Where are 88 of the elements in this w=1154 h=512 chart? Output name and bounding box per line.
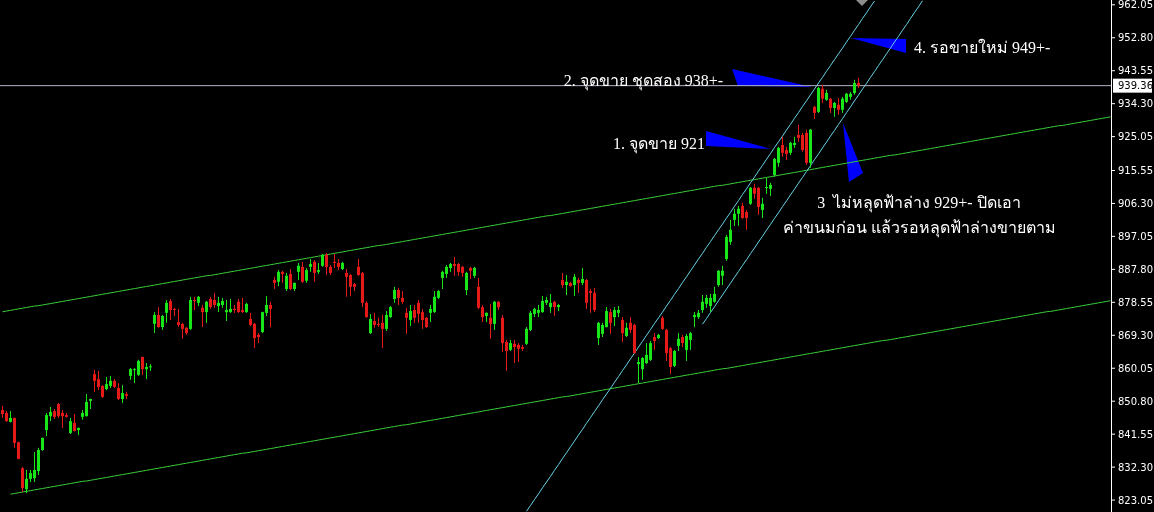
- candlestick: [301, 261, 304, 284]
- y-tick-label: 962.05: [1118, 0, 1153, 11]
- candlestick: [269, 301, 272, 328]
- candlestick: [549, 293, 552, 314]
- candlestick: [781, 136, 784, 158]
- candlestick: [613, 306, 616, 327]
- candlestick: [565, 274, 568, 296]
- candlestick: [153, 311, 156, 334]
- candlestick: [685, 333, 688, 362]
- y-tick-label: 915.55: [1118, 164, 1153, 176]
- annotation: 2. จุดขาย ชุดสอง 938+-: [563, 71, 723, 91]
- candlestick: [33, 451, 36, 483]
- candlestick: [201, 304, 204, 328]
- candlestick: [737, 205, 740, 227]
- y-tick-label: 906.30: [1118, 197, 1153, 209]
- candlestick: [761, 197, 764, 219]
- candlestick: [745, 209, 748, 231]
- candlestick: [757, 186, 760, 216]
- y-tick-label: 925.05: [1118, 131, 1153, 143]
- candlestick: [585, 278, 588, 310]
- candlestick: [85, 393, 88, 418]
- candlestick: [433, 290, 436, 314]
- candlestick: [637, 356, 640, 384]
- y-tick-label: 832.30: [1118, 461, 1153, 473]
- y-tick-label: 887.80: [1118, 263, 1153, 275]
- y-tick-label: 869.30: [1118, 329, 1153, 341]
- candlestick: [621, 316, 624, 343]
- candlestick: [405, 307, 408, 335]
- candlestick: [573, 273, 576, 297]
- candlestick: [593, 287, 596, 313]
- candlestick: [489, 303, 492, 340]
- y-tick-label: 934.30: [1118, 98, 1153, 110]
- candlestick: [165, 299, 168, 324]
- y-tick-label: 823.05: [1118, 494, 1153, 506]
- candlestick: [349, 273, 352, 297]
- annotation: 1. จุดขาย 921: [613, 134, 705, 154]
- y-tick-label: 841.55: [1118, 428, 1153, 440]
- candlestick: [721, 265, 724, 286]
- candlestick: [609, 308, 612, 335]
- line-series: [10, 300, 1111, 495]
- candlestick: [37, 447, 40, 476]
- candlestick: [817, 86, 820, 114]
- candlestick: [253, 322, 256, 349]
- candlestick: [641, 356, 644, 381]
- candlestick: [177, 308, 180, 328]
- candlestick: [517, 342, 520, 363]
- candlestick: [285, 272, 288, 292]
- y-tick-label: 943.55: [1118, 65, 1153, 77]
- candlestick: [25, 469, 28, 494]
- candlestick: [597, 321, 600, 346]
- annotation: 3 ไม่หลุดฟ้าล่าง 929+- ปิดเอา ค่าขนมก่อน แล้วรอหลุดฟ้าล่างขายตาม: [782, 192, 1056, 238]
- y-tick-label: 850.80: [1118, 395, 1153, 407]
- y-tick-label: 860.05: [1118, 362, 1153, 374]
- candlestick: [765, 177, 768, 195]
- candlestick: [821, 84, 824, 104]
- candlestick: [333, 253, 336, 269]
- y-tick-label: 952.80: [1118, 32, 1153, 44]
- y-tick-label: 897.05: [1118, 230, 1153, 242]
- candlestick: [225, 299, 228, 322]
- candlestick: [205, 300, 208, 324]
- candlestick: [313, 259, 316, 283]
- candlestick: [649, 340, 652, 362]
- candlestick: [417, 299, 420, 324]
- candlestick: [725, 234, 728, 262]
- candlestick: [93, 369, 96, 393]
- candlestick: [465, 271, 468, 296]
- candlestick: [345, 268, 348, 298]
- candlestick: [385, 310, 388, 332]
- y-tick-label: 878.55: [1118, 296, 1153, 308]
- candlestick: [45, 412, 48, 437]
- candlestick: [169, 298, 172, 321]
- candlestick: [157, 306, 160, 329]
- annotation: 4. รอขายใหม่ 949+-: [914, 37, 1051, 56]
- candlestick: [645, 342, 648, 365]
- candlestick: [409, 304, 412, 327]
- line-series: [2, 116, 1111, 313]
- candlestick: [441, 270, 444, 290]
- candlestick: [513, 339, 516, 364]
- candlestick: [369, 313, 372, 335]
- candlestick: [193, 296, 196, 311]
- candlestick: [21, 466, 24, 493]
- candlestick: [289, 268, 292, 291]
- candlestick: [325, 252, 328, 276]
- candlestick: [381, 314, 384, 349]
- candlestick: [453, 256, 456, 277]
- ref-line-label: 939.36: [1118, 80, 1153, 92]
- candlestick: [493, 300, 496, 331]
- candlestick: [709, 293, 712, 313]
